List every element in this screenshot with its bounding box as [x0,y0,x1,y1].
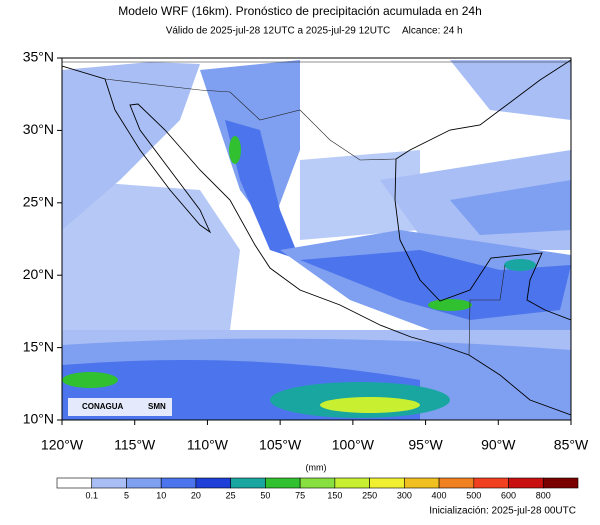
lon-label: 90°W [481,437,516,453]
colorbar-swatch [473,477,509,489]
colorbar-label: 0.1 [85,490,98,500]
colorbar-swatch [299,477,336,489]
colorbar-swatch [404,477,440,489]
colorbar-label: 250 [362,490,377,500]
colorbar-swatch [230,477,266,489]
lon-label: 120°W [41,437,84,453]
colorbar-label: 150 [327,490,342,500]
lat-label: 30°N [23,121,54,137]
lon-label: 100°W [332,437,375,453]
colorbar-swatch [508,477,544,489]
colorbar-label: 500 [466,490,481,500]
colorbar-label: 75 [295,490,305,500]
colorbar-label: 25 [226,490,236,500]
lat-label: 15°N [23,338,54,354]
lon-label: 85°W [554,437,589,453]
logo-text: CONAGUA [82,402,124,411]
lead-time: Alcance: 24 h [402,26,463,37]
colorbar-swatch [334,477,370,489]
colorbar-label: 10 [156,490,166,500]
validity: Válido de 2025-jul-28 12UTC a 2025-jul-2… [166,26,391,37]
colorbar-swatch [195,477,231,489]
colorbar-swatch [438,477,475,489]
colorbar-label: 20 [191,490,201,500]
lon-label: 110°W [187,437,229,453]
lat-label: 10°N [23,411,54,427]
lon-label: 115°W [114,437,156,453]
colorbar-swatch [56,477,93,489]
colorbar-label: 300 [397,490,412,500]
colorbar-unit: (mm) [306,462,327,472]
lon-label: 105°W [259,437,302,453]
init-time: Inicialización: 2025-jul-28 00UTC [429,506,576,517]
lon-label: 95°W [408,437,443,453]
coastlines [62,59,571,416]
lat-label: 25°N [23,194,54,210]
map-panel: CONAGUA SMN [61,57,572,421]
colorbar-swatch [542,477,579,489]
lat-label: 20°N [23,266,54,282]
colorbar-label: 800 [536,490,551,500]
colorbar-swatch [160,477,197,489]
logo: CONAGUA SMN [68,398,172,416]
colorbar-label: 600 [501,490,516,500]
colorbar-label: 5 [124,490,129,500]
title: Modelo WRF (16km). Pronóstico de precipi… [118,4,482,18]
colorbar-swatch [91,477,127,489]
colorbar-swatch [369,477,405,489]
lat-label: 35°N [23,49,54,65]
colorbar-label: 50 [260,490,270,500]
colorbar-swatch [265,477,301,489]
colorbar-label: 400 [432,490,447,500]
colorbar-swatch [126,477,162,489]
precipitation-field [62,58,571,420]
logo-text: SMN [148,402,166,411]
